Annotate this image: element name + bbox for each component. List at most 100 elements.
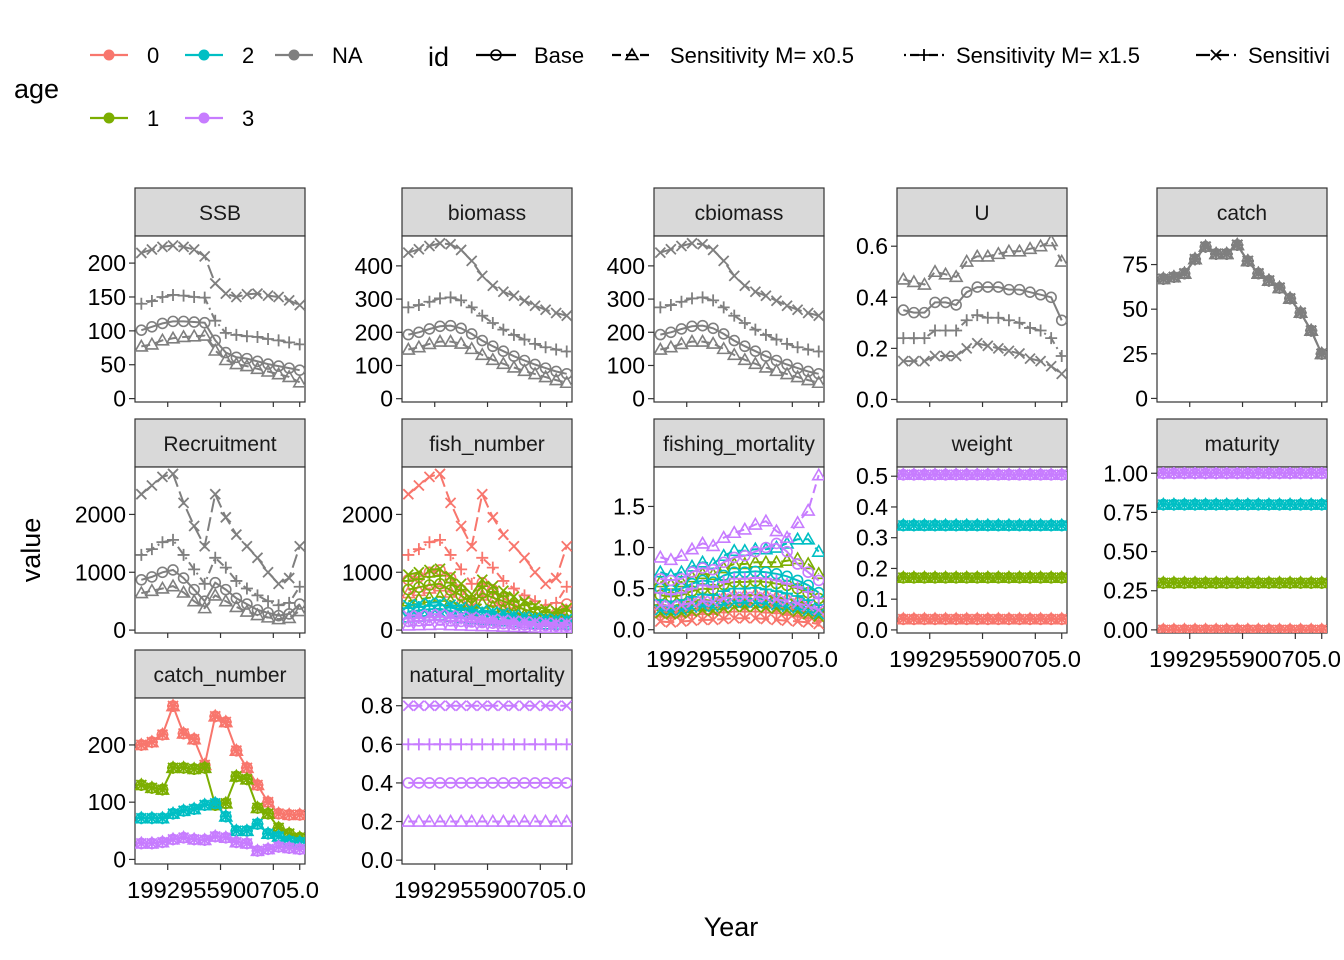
data-point [550, 596, 563, 609]
data-point [156, 317, 169, 330]
data-point [1056, 572, 1067, 584]
data-point [464, 618, 480, 632]
data-point [686, 596, 698, 609]
series-line-fishing-mortality-1-6 [660, 557, 820, 586]
data-point [487, 511, 499, 523]
data-point [539, 616, 552, 629]
data-point [1022, 241, 1038, 255]
data-point [455, 244, 467, 256]
panel-fish-number: fish_number 0 1000 2000 [342, 418, 573, 643]
data-point [738, 572, 751, 585]
data-point [402, 328, 415, 341]
y-tick-label: 0.3 [856, 525, 888, 551]
legend-key-point [288, 49, 300, 61]
data-point [747, 516, 763, 530]
data-point [918, 469, 931, 481]
data-point [918, 306, 931, 319]
data-point [802, 307, 814, 319]
data-point [769, 523, 784, 537]
data-point [560, 345, 572, 358]
data-point [239, 603, 255, 617]
data-point [800, 531, 816, 545]
data-point [781, 300, 793, 312]
data-point [518, 295, 531, 307]
data-point [906, 274, 922, 288]
data-point [897, 355, 909, 367]
y-tick-label: 0 [380, 386, 393, 412]
data-point [908, 613, 920, 625]
legend-age-label: 1 [147, 106, 159, 131]
data-point [1013, 347, 1026, 360]
data-point [1210, 624, 1222, 633]
data-point [760, 290, 772, 302]
data-point [177, 805, 190, 817]
data-point [950, 469, 962, 481]
data-point [707, 322, 719, 335]
panel-strip [1156, 418, 1328, 468]
data-point [654, 564, 668, 578]
data-point [1157, 467, 1169, 479]
data-point [749, 612, 762, 624]
data-point [508, 615, 520, 627]
data-point [781, 545, 793, 558]
data-point [453, 335, 469, 349]
data-point [929, 324, 942, 337]
data-point [791, 304, 804, 316]
data-point [726, 347, 742, 361]
data-point [262, 796, 274, 808]
data-point [770, 574, 783, 587]
data-point [561, 700, 572, 712]
data-point [434, 738, 447, 751]
data-point [654, 574, 668, 588]
data-point [444, 738, 457, 751]
data-point [167, 564, 179, 576]
data-point [251, 589, 264, 602]
data-point [188, 243, 200, 256]
data-point [695, 333, 710, 347]
data-point [466, 611, 478, 623]
series-group [135, 239, 305, 388]
data-point [219, 561, 232, 574]
data-point [739, 340, 751, 353]
series-group [402, 468, 572, 633]
data-point [749, 323, 762, 336]
data-point [717, 576, 730, 589]
data-point [474, 347, 490, 361]
data-point [707, 563, 719, 576]
data-point [443, 333, 458, 347]
data-point [959, 253, 975, 267]
data-point [529, 700, 541, 712]
data-point [1013, 613, 1026, 625]
data-point [434, 292, 447, 305]
data-point [135, 585, 149, 599]
data-point [675, 586, 688, 599]
data-point [156, 536, 169, 549]
data-point [1284, 577, 1296, 589]
data-point [560, 738, 572, 751]
data-point [1263, 624, 1275, 633]
data-point [199, 250, 211, 262]
data-point [156, 241, 169, 253]
data-point [271, 366, 286, 380]
data-point [1294, 577, 1307, 589]
panel-strip [1156, 187, 1328, 237]
data-point [539, 700, 552, 712]
data-point [560, 367, 572, 380]
data-point [1273, 467, 1286, 479]
data-point [1199, 577, 1212, 589]
y-tick-label: 0 [113, 617, 126, 643]
panel-title: cbiomass [695, 202, 784, 225]
data-point [908, 469, 920, 481]
series-line-ssb-na-4 [141, 244, 301, 307]
data-point [444, 570, 457, 582]
data-point [908, 572, 920, 584]
data-point [241, 837, 253, 850]
data-point [517, 619, 532, 633]
data-point [487, 613, 499, 625]
data-point [135, 324, 148, 336]
data-point [507, 582, 520, 595]
data-point [272, 841, 285, 853]
data-point [1242, 624, 1254, 633]
series-group [654, 237, 824, 389]
data-point [177, 762, 190, 774]
